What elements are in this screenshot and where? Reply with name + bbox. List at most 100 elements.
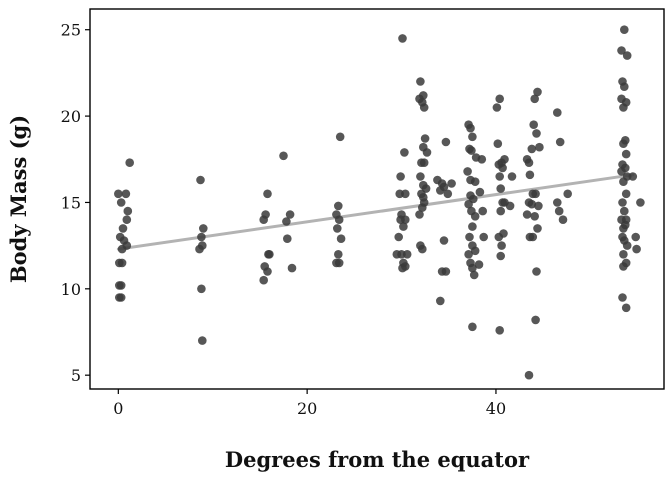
data-point <box>527 199 537 209</box>
data-point <box>530 94 539 104</box>
data-point <box>116 293 126 302</box>
data-point <box>116 281 126 290</box>
data-point <box>470 212 480 221</box>
data-point <box>620 206 629 216</box>
data-point <box>478 206 488 216</box>
data-point <box>479 232 489 242</box>
data-point <box>466 123 475 133</box>
data-point <box>265 250 274 259</box>
data-point <box>436 186 445 195</box>
data-point <box>279 151 288 161</box>
data-point <box>418 203 427 212</box>
y-tick-label: 25 <box>61 21 81 40</box>
data-point <box>622 241 632 250</box>
data-point <box>621 189 631 199</box>
data-point <box>334 215 344 224</box>
data-point <box>498 163 507 173</box>
data-point <box>114 189 123 199</box>
data-point <box>496 206 506 216</box>
data-point <box>535 142 544 152</box>
data-point <box>420 134 430 143</box>
data-point <box>419 158 429 167</box>
data-point <box>198 336 207 345</box>
data-point <box>336 234 346 243</box>
data-point <box>117 258 127 268</box>
data-point <box>621 220 630 230</box>
data-point <box>631 232 640 242</box>
data-point <box>118 224 128 233</box>
data-point <box>621 149 631 159</box>
data-point <box>470 246 480 256</box>
data-point <box>415 210 424 219</box>
data-point <box>419 103 429 112</box>
data-points <box>114 25 645 380</box>
data-point <box>287 263 297 273</box>
data-point <box>621 303 631 313</box>
data-point <box>618 198 627 207</box>
data-point <box>125 158 134 167</box>
data-point <box>558 215 568 224</box>
data-point <box>469 270 479 280</box>
data-point <box>495 94 505 104</box>
data-point <box>492 103 502 112</box>
data-point <box>522 155 532 164</box>
y-axis: 5 10 15 20 25 <box>61 21 90 385</box>
data-point <box>263 267 272 276</box>
data-point <box>477 155 487 164</box>
data-point <box>116 198 126 207</box>
data-point <box>418 244 427 254</box>
data-point <box>617 167 626 176</box>
data-point <box>534 201 543 211</box>
data-point <box>563 189 572 199</box>
data-point <box>619 177 628 186</box>
data-point <box>531 315 540 325</box>
data-point <box>555 137 565 147</box>
data-point <box>464 199 473 209</box>
data-point <box>468 222 477 231</box>
y-tick-label: 20 <box>61 107 81 126</box>
data-point <box>494 232 504 242</box>
data-point <box>619 103 628 112</box>
data-point <box>554 206 564 216</box>
data-point <box>333 224 342 233</box>
data-point <box>416 172 425 181</box>
data-point <box>441 267 451 276</box>
data-point <box>416 77 425 86</box>
x-tick-label: 40 <box>486 399 506 418</box>
data-point <box>123 206 133 216</box>
x-tick-label: 0 <box>113 399 123 418</box>
data-point <box>121 189 131 199</box>
data-point <box>401 215 410 224</box>
data-point <box>553 108 562 117</box>
data-point <box>259 275 269 285</box>
y-tick-label: 15 <box>61 193 81 212</box>
data-point <box>507 172 517 181</box>
data-point <box>197 284 206 294</box>
data-point <box>530 212 539 221</box>
data-point <box>622 51 632 60</box>
data-point <box>463 167 472 176</box>
data-point <box>636 198 645 207</box>
data-point <box>632 244 641 254</box>
data-point <box>439 236 449 245</box>
data-point <box>522 210 532 219</box>
x-tick-label: 20 <box>297 399 317 418</box>
data-point <box>436 296 445 306</box>
data-point <box>619 250 628 259</box>
plot-frame <box>89 8 665 390</box>
data-point <box>447 179 456 188</box>
data-point <box>464 250 473 259</box>
data-point <box>398 34 407 43</box>
data-point <box>495 172 505 181</box>
x-axis: 0 20 40 <box>113 389 506 418</box>
data-point <box>553 198 562 207</box>
data-point <box>402 250 412 259</box>
data-point <box>528 232 538 242</box>
data-point <box>497 241 506 250</box>
data-point <box>441 137 451 147</box>
data-point <box>533 87 542 97</box>
data-point <box>495 326 505 335</box>
data-point <box>334 258 344 268</box>
data-point <box>199 224 208 233</box>
data-point <box>533 224 542 233</box>
